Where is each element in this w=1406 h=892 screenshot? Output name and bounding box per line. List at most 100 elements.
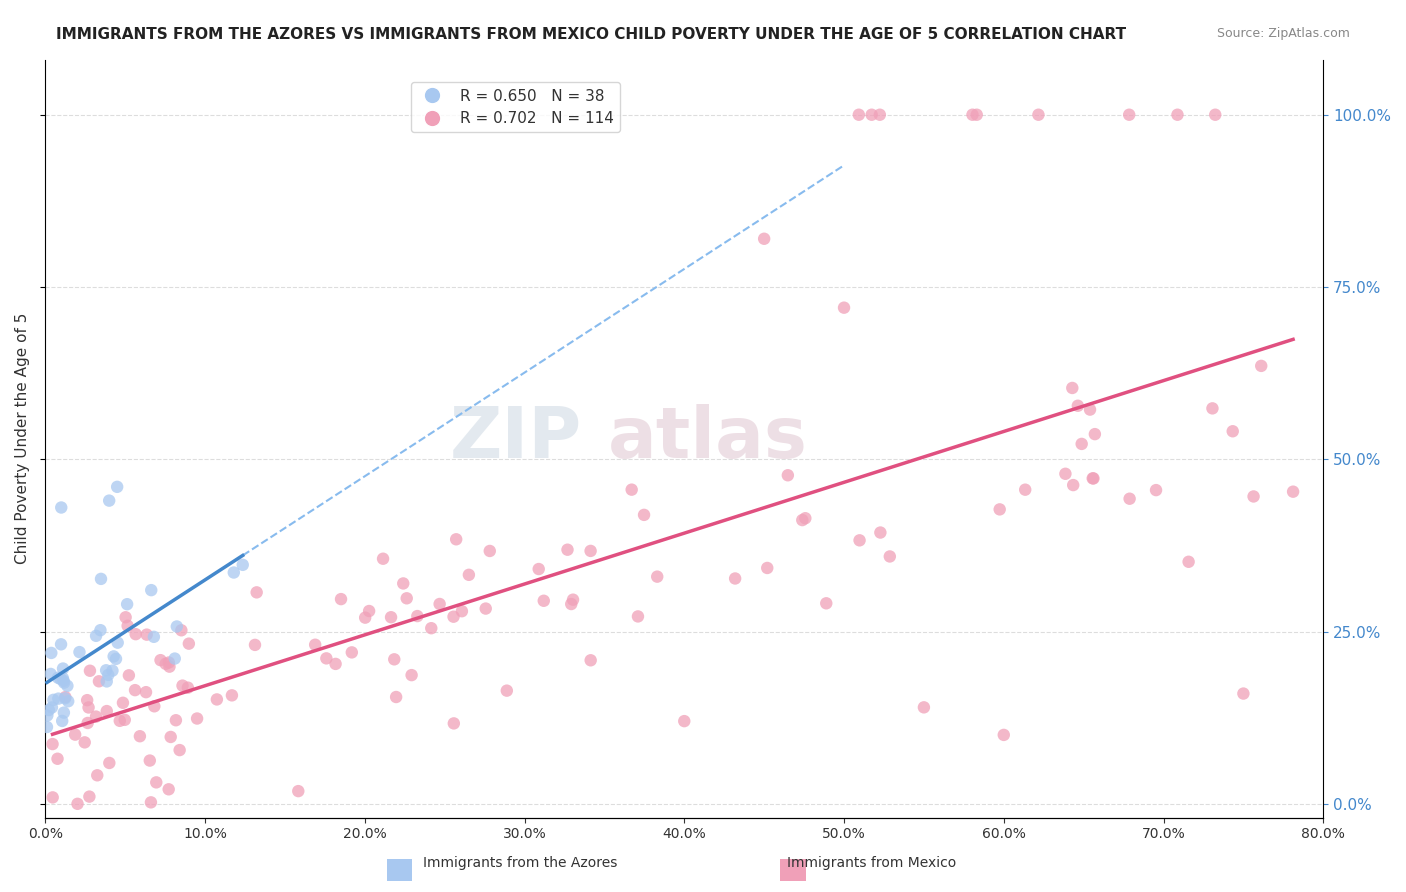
Point <box>149 653 172 667</box>
Point <box>221 689 243 703</box>
Point <box>988 502 1011 516</box>
Point <box>41 790 63 805</box>
Point <box>76 693 98 707</box>
Point <box>172 679 194 693</box>
Point <box>1067 399 1090 413</box>
Point <box>1078 402 1101 417</box>
Point <box>633 508 655 522</box>
Point <box>860 108 883 122</box>
Point <box>114 610 136 624</box>
Point <box>246 585 269 599</box>
Point <box>39 646 62 660</box>
Point <box>41 737 63 751</box>
Point <box>869 525 891 540</box>
Point <box>37 708 59 723</box>
Point <box>724 572 747 586</box>
Point <box>325 657 347 671</box>
Point <box>205 692 228 706</box>
Point <box>315 651 337 665</box>
Point <box>46 752 69 766</box>
Point <box>98 756 121 770</box>
Point <box>145 775 167 789</box>
Point <box>94 663 117 677</box>
Point <box>98 493 121 508</box>
Point <box>1204 108 1226 122</box>
Point <box>38 703 60 717</box>
Point <box>128 729 150 743</box>
Point <box>170 624 193 638</box>
Point <box>533 594 555 608</box>
Point <box>304 638 326 652</box>
Point <box>52 671 75 685</box>
Point <box>97 668 120 682</box>
Point <box>495 683 517 698</box>
Point <box>401 668 423 682</box>
Point <box>39 667 62 681</box>
Point <box>111 696 134 710</box>
Point <box>79 664 101 678</box>
Point <box>86 768 108 782</box>
Point <box>287 784 309 798</box>
Point <box>1177 555 1199 569</box>
Point <box>993 728 1015 742</box>
Point <box>1201 401 1223 416</box>
Point <box>135 685 157 699</box>
Point <box>869 108 891 122</box>
Point <box>108 714 131 728</box>
Point <box>562 592 585 607</box>
Point <box>222 566 245 580</box>
Point <box>166 619 188 633</box>
Legend: R = 0.650   N = 38, R = 0.702   N = 114: R = 0.650 N = 38, R = 0.702 N = 114 <box>411 82 620 132</box>
Point <box>832 301 855 315</box>
Point <box>53 675 76 690</box>
Point <box>115 597 138 611</box>
Point <box>1014 483 1036 497</box>
Point <box>51 714 73 728</box>
Point <box>42 693 65 707</box>
Text: Immigrants from the Azores: Immigrants from the Azores <box>423 855 617 870</box>
Point <box>451 604 474 618</box>
Point <box>560 597 582 611</box>
Point <box>52 661 75 675</box>
Point <box>118 668 141 682</box>
Point <box>105 480 128 494</box>
Point <box>46 691 69 706</box>
Point <box>557 542 579 557</box>
Point <box>77 700 100 714</box>
Point <box>63 728 86 742</box>
Point <box>87 674 110 689</box>
Point <box>52 706 75 720</box>
Point <box>1028 108 1050 122</box>
Point <box>1222 424 1244 438</box>
Point <box>1083 471 1105 485</box>
Point <box>96 674 118 689</box>
Point <box>1118 491 1140 506</box>
Point <box>620 483 643 497</box>
Point <box>96 704 118 718</box>
Point <box>443 716 465 731</box>
Point <box>139 795 162 809</box>
Point <box>443 609 465 624</box>
Point <box>848 533 870 548</box>
Point <box>117 619 139 633</box>
Point <box>139 754 162 768</box>
Point <box>385 690 408 704</box>
Point <box>125 627 148 641</box>
Point <box>52 673 75 688</box>
Point <box>1250 359 1272 373</box>
Text: ZIP: ZIP <box>450 404 582 473</box>
Point <box>243 638 266 652</box>
Point <box>406 609 429 624</box>
Point <box>177 637 200 651</box>
Point <box>41 700 63 714</box>
Point <box>143 699 166 714</box>
Point <box>340 645 363 659</box>
Point <box>76 715 98 730</box>
Point <box>49 637 72 651</box>
Point <box>105 652 128 666</box>
Point <box>66 797 89 811</box>
Point <box>165 713 187 727</box>
Point <box>186 712 208 726</box>
Point <box>1282 484 1305 499</box>
Point <box>371 551 394 566</box>
